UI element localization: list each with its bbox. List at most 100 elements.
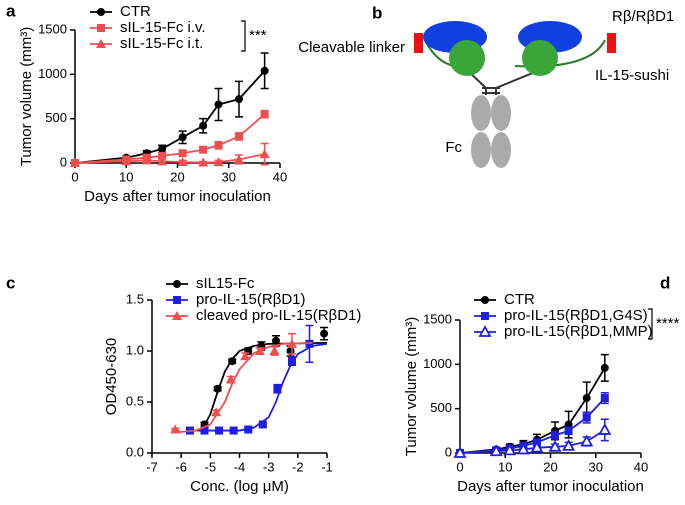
marker xyxy=(548,439,562,452)
il15-sushi xyxy=(522,40,558,76)
marker xyxy=(97,8,105,16)
x-tick-label: 0 xyxy=(456,459,463,474)
bracket xyxy=(241,20,246,52)
y-tick-label: 1000 xyxy=(423,356,452,371)
x-tick-label: -2 xyxy=(292,459,304,474)
legend-label: CTR xyxy=(120,3,151,20)
legend-label: pro-IL-15(RβD1,G4S) xyxy=(504,307,648,324)
marker xyxy=(453,446,467,458)
marker xyxy=(235,95,243,104)
bracket xyxy=(648,308,653,340)
marker xyxy=(177,157,188,167)
series-line xyxy=(459,367,606,454)
x-tick-label: 20 xyxy=(170,169,184,184)
fit-curve xyxy=(172,341,313,434)
panel-letter: d xyxy=(660,273,670,292)
y-tick-label: 1.5 xyxy=(126,291,144,306)
fc-domain xyxy=(471,132,491,168)
fc-domain xyxy=(471,95,491,131)
marker xyxy=(503,443,517,456)
marker xyxy=(172,311,182,320)
x-tick-label: 30 xyxy=(589,459,603,474)
marker xyxy=(551,431,560,440)
marker xyxy=(260,110,269,119)
x-tick-label: -1 xyxy=(321,459,333,474)
legend-label: sIL-15-Fc i.v. xyxy=(120,19,206,36)
legend-label: pro-IL-15(RβD1,MMP) xyxy=(504,323,653,340)
marker xyxy=(215,426,224,435)
fc-domain xyxy=(491,95,511,131)
x-tick-label: 20 xyxy=(543,459,557,474)
x-tick-label: 40 xyxy=(273,169,287,184)
linker xyxy=(607,33,616,53)
marker xyxy=(254,346,265,355)
x-tick-label: -5 xyxy=(205,459,217,474)
marker xyxy=(173,296,181,304)
y-tick-label: 0 xyxy=(60,154,67,169)
y-axis-label: OD450-630 xyxy=(103,338,120,416)
marker xyxy=(157,156,168,166)
panel-letter: b xyxy=(372,3,382,22)
y-tick-label: 0 xyxy=(445,444,452,459)
marker xyxy=(271,336,280,345)
marker xyxy=(158,151,167,160)
marker xyxy=(516,442,530,455)
marker xyxy=(200,426,209,435)
marker xyxy=(211,407,222,417)
marker xyxy=(481,296,489,304)
marker xyxy=(580,434,594,447)
marker xyxy=(199,145,208,154)
il15-sushi xyxy=(449,40,485,76)
x-tick-label: -6 xyxy=(175,459,187,474)
panel-letter: c xyxy=(6,273,15,292)
marker xyxy=(234,154,244,164)
y-tick-label: 1500 xyxy=(423,311,452,326)
marker xyxy=(229,426,238,435)
y-tick-label: 500 xyxy=(430,400,452,415)
marker xyxy=(287,338,297,348)
marker xyxy=(478,325,492,337)
legend-label: sIL-15-Fc i.t. xyxy=(120,35,203,52)
x-axis-label: Days after tumor inoculation xyxy=(84,188,271,205)
marker xyxy=(600,394,609,403)
x-tick-label: 30 xyxy=(222,169,236,184)
receptor-label: Rβ/RβD1 xyxy=(612,8,674,25)
marker xyxy=(121,156,132,166)
x-tick-label: 10 xyxy=(498,459,512,474)
x-tick-label: 40 xyxy=(634,459,648,474)
marker xyxy=(244,425,253,434)
marker xyxy=(214,141,223,150)
y-tick-label: 1000 xyxy=(38,66,67,81)
marker xyxy=(269,346,280,355)
linker-label: Cleavable linker xyxy=(298,39,405,56)
marker xyxy=(240,351,251,361)
y-tick-label: 500 xyxy=(45,110,67,125)
marker xyxy=(170,424,181,434)
marker xyxy=(489,444,503,457)
marker xyxy=(213,384,222,393)
fc-domain xyxy=(491,132,511,168)
panel-letter: a xyxy=(6,1,16,20)
linker xyxy=(414,33,423,53)
marker xyxy=(173,280,181,288)
marker xyxy=(600,363,609,372)
marker xyxy=(598,423,612,435)
chart: d 0 500 1000 1500 0 10 20 30 40 Days after tumor i… xyxy=(403,273,680,494)
fc-label: Fc xyxy=(445,139,462,156)
hinge xyxy=(466,69,541,95)
marker xyxy=(259,149,270,159)
x-tick-label: -3 xyxy=(263,459,275,474)
legend-label: cleaved pro-IL-15(RβD1) xyxy=(196,307,361,324)
marker xyxy=(70,158,80,167)
marker xyxy=(562,439,576,451)
marker xyxy=(199,121,208,130)
legend-label: CTR xyxy=(504,291,535,308)
diagram: b Rβ/RβD1 Cleavable linker IL-15-sushi F… xyxy=(298,3,674,168)
y-tick-label: 1500 xyxy=(38,21,67,36)
marker xyxy=(258,420,267,429)
marker xyxy=(235,132,243,141)
chart: c 0.0 0.5 1.0 1.5 -7 -6 -5 -4 -3 -2 -1 Conc. (log μM… xyxy=(6,273,361,494)
y-tick-label: 0.0 xyxy=(126,444,144,459)
x-tick-label: 10 xyxy=(119,169,133,184)
x-axis-label: Days after tumor inoculation xyxy=(457,478,644,495)
